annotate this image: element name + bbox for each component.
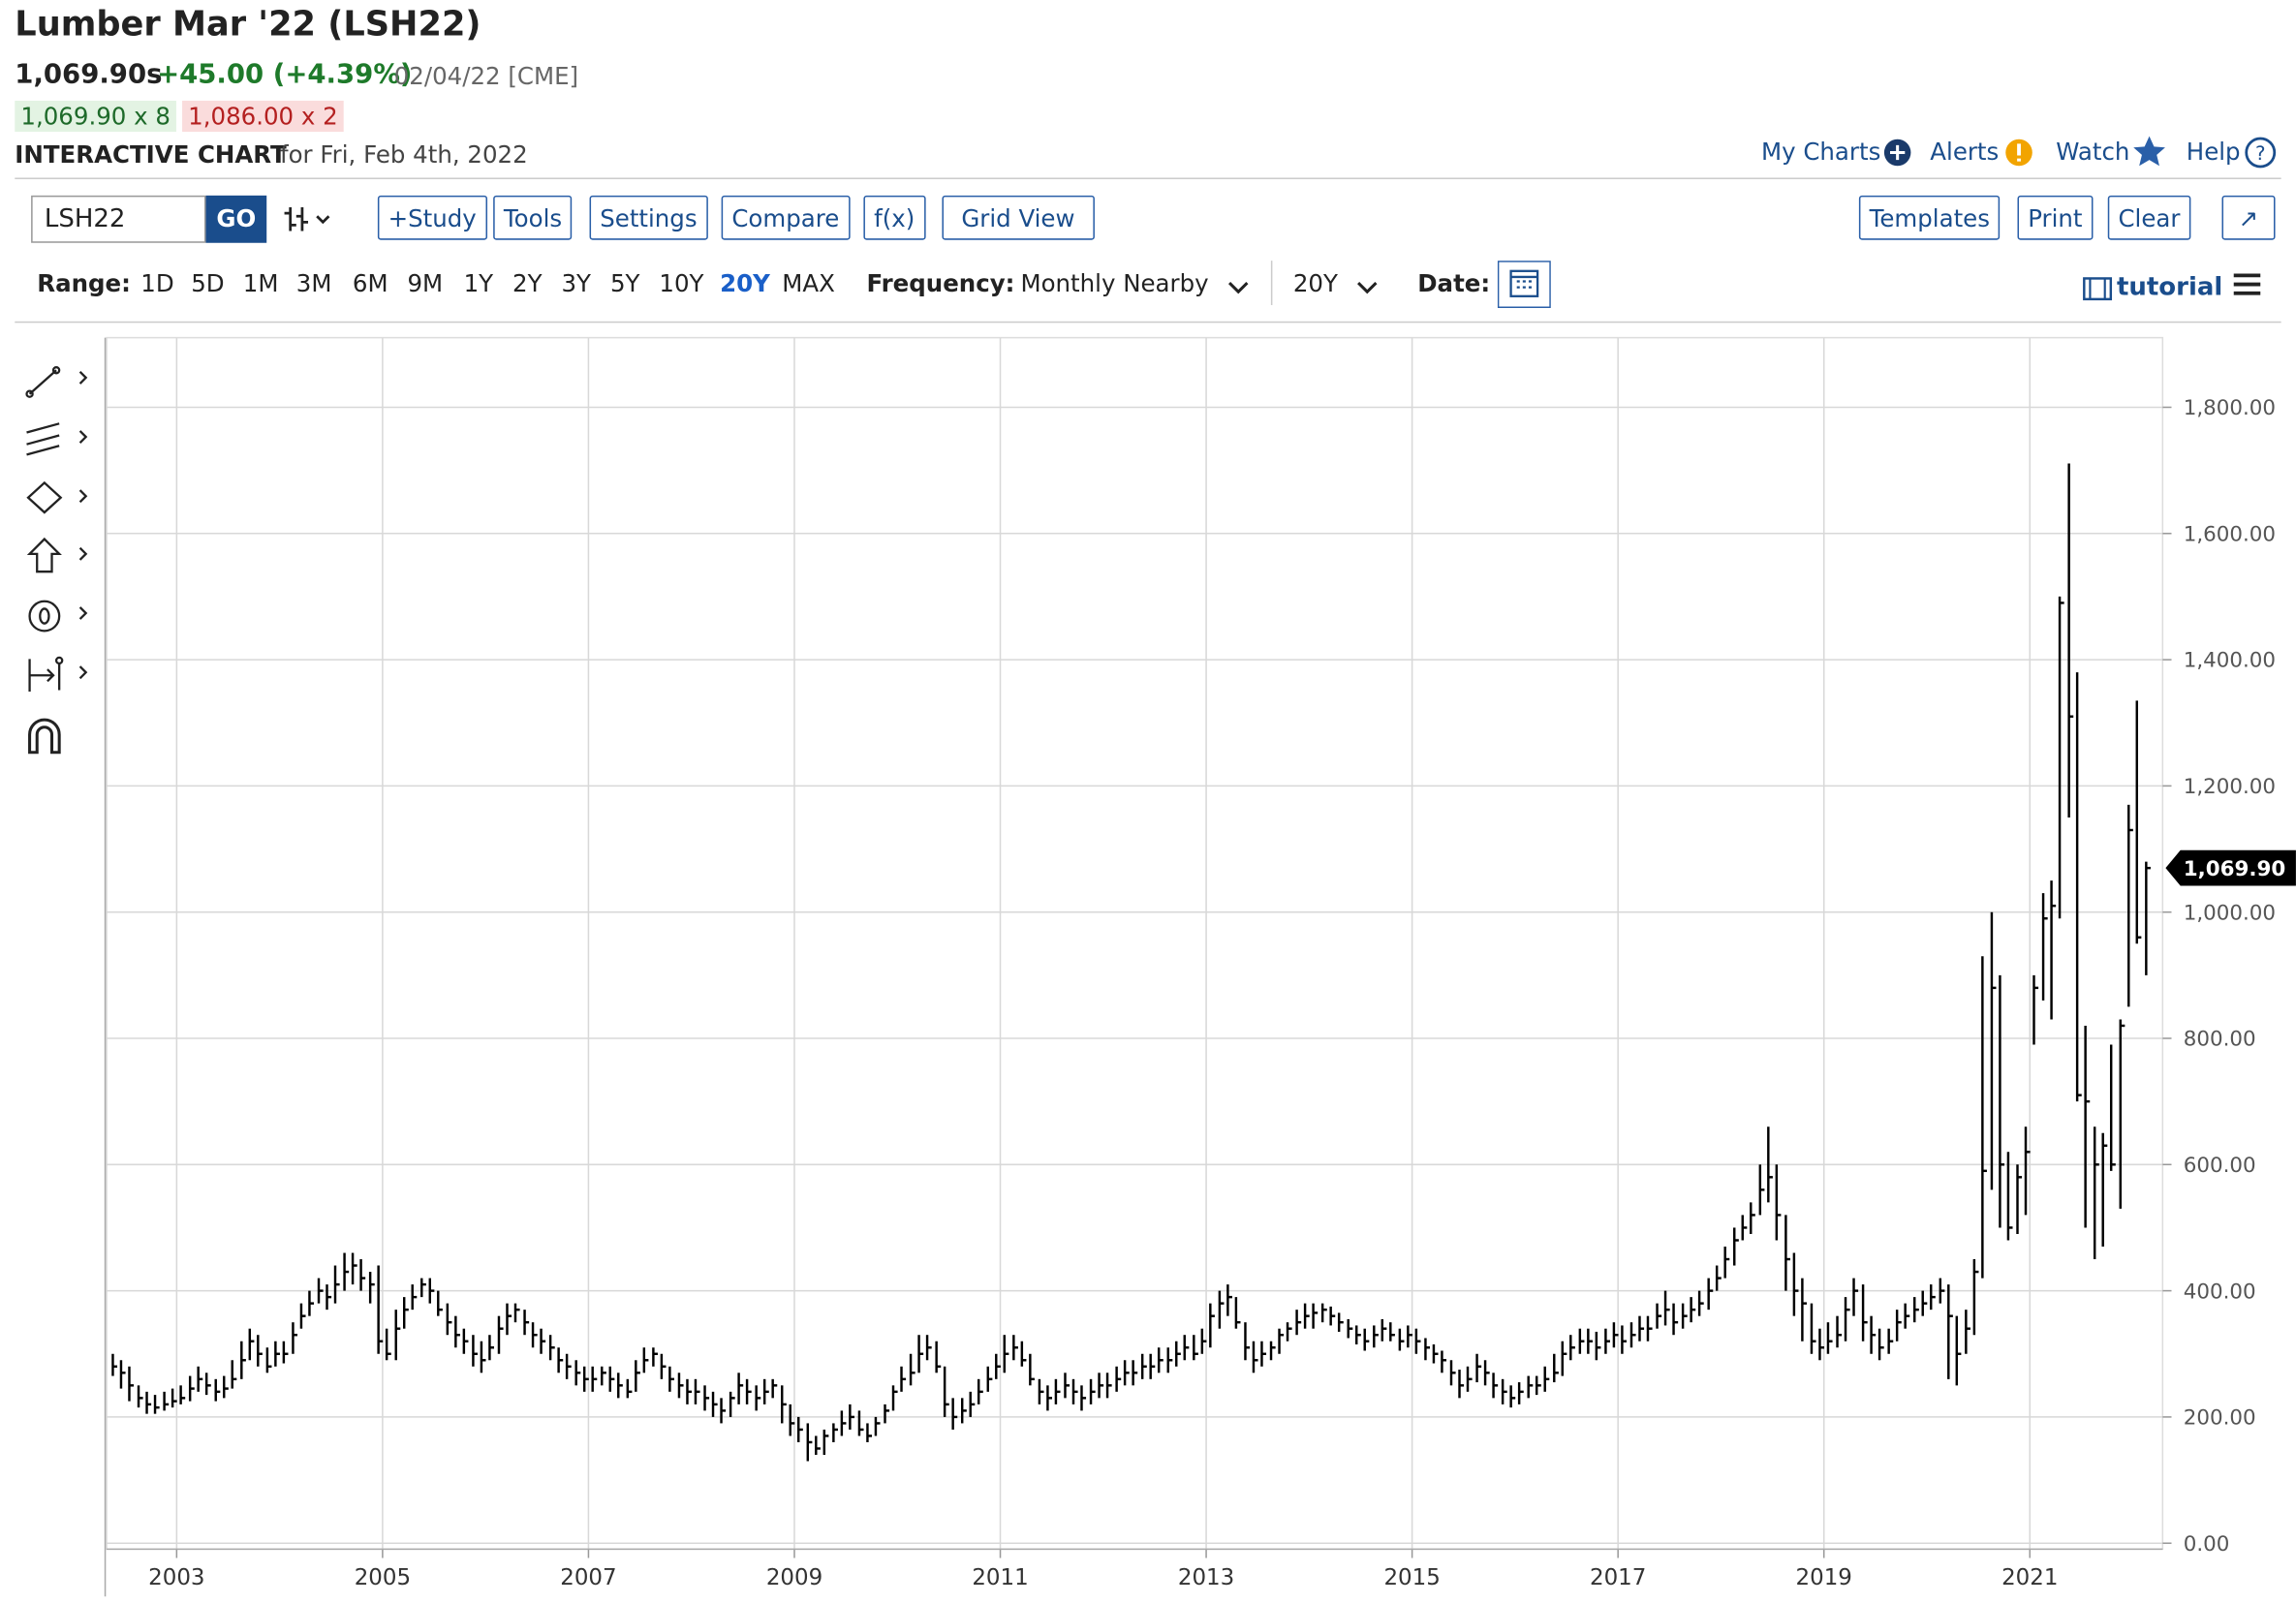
tutorial-link[interactable]: tutorial bbox=[2116, 272, 2223, 302]
tool-magnet[interactable] bbox=[28, 718, 61, 755]
x-tick-label: 2015 bbox=[1383, 1565, 1440, 1590]
toolbar-button[interactable]: Grid View bbox=[942, 195, 1095, 240]
y-tick-label: 1,000.00 bbox=[2184, 901, 2276, 925]
date-picker[interactable] bbox=[1497, 261, 1551, 309]
range-option[interactable]: 1M bbox=[242, 269, 279, 298]
y-tick-label: 1,800.00 bbox=[2184, 396, 2276, 420]
toolbar-button[interactable]: Clear bbox=[2107, 195, 2191, 240]
y-tick-label: 200.00 bbox=[2184, 1406, 2256, 1431]
last-price-label: 1,069.90 bbox=[2184, 857, 2286, 881]
y-tick-label: 1,600.00 bbox=[2184, 522, 2276, 546]
drawing-tools bbox=[25, 366, 88, 755]
range-option[interactable]: 5Y bbox=[609, 269, 640, 298]
tool-channel[interactable] bbox=[26, 422, 88, 456]
y-tick-label: 1,200.00 bbox=[2184, 775, 2276, 799]
divider bbox=[15, 177, 2281, 180]
x-tick-label: 2007 bbox=[560, 1565, 616, 1590]
x-tick-label: 2019 bbox=[1796, 1565, 1852, 1590]
tool-line[interactable] bbox=[25, 366, 88, 398]
toolbar-button[interactable]: Compare bbox=[721, 195, 851, 240]
quote-date: 02/04/22 [CME] bbox=[393, 62, 579, 91]
range-option[interactable]: 1Y bbox=[463, 269, 494, 298]
toolbar-button[interactable]: f(x) bbox=[863, 195, 926, 240]
x-tick-label: 2011 bbox=[972, 1565, 1028, 1590]
range-option[interactable]: 2Y bbox=[512, 269, 543, 298]
tool-arrow[interactable] bbox=[26, 537, 88, 573]
bid: 1,069.90 x 8 bbox=[15, 100, 177, 133]
y-tick-label: 0.00 bbox=[2184, 1532, 2230, 1557]
nav-link[interactable]: Help bbox=[2186, 138, 2241, 167]
icon bbox=[2005, 139, 2032, 167]
x-tick-label: 2003 bbox=[148, 1565, 204, 1590]
nav-link[interactable]: Alerts bbox=[1930, 138, 2000, 167]
range-option[interactable]: 10Y bbox=[659, 269, 704, 298]
x-tick-label: 2021 bbox=[2001, 1565, 2058, 1590]
range-option[interactable]: 5D bbox=[191, 269, 225, 298]
frequency-label: Frequency: bbox=[866, 269, 1015, 298]
last-price: 1,069.90s bbox=[15, 59, 163, 91]
chart: 0.00 200.00 400.00 600.00 800.00 1,000.00 1,20… bbox=[104, 336, 2296, 1597]
nav-link[interactable]: Watch bbox=[2056, 138, 2130, 167]
y-tick-label: 1,400.00 bbox=[2184, 649, 2276, 673]
chart-label: INTERACTIVE CHART bbox=[15, 140, 287, 170]
toolbar-button[interactable]: Settings bbox=[589, 195, 708, 240]
range-option[interactable]: 6M bbox=[352, 269, 388, 298]
icon bbox=[2133, 136, 2165, 167]
date-label: Date: bbox=[1417, 269, 1491, 298]
range-option[interactable]: 1D bbox=[140, 269, 174, 298]
y-tick-label: 800.00 bbox=[2184, 1028, 2256, 1052]
toolbar-button[interactable]: Tools bbox=[493, 195, 573, 240]
x-tick-label: 2009 bbox=[766, 1565, 822, 1590]
nav-link[interactable]: My Charts bbox=[1760, 138, 1881, 167]
tool-shape[interactable] bbox=[26, 480, 88, 514]
divider bbox=[15, 321, 2281, 324]
toolbar-button[interactable]: Print bbox=[2017, 195, 2094, 240]
x-tick-label: 2017 bbox=[1590, 1565, 1646, 1590]
icon bbox=[1357, 281, 1378, 294]
chart-type-menu[interactable] bbox=[282, 201, 341, 237]
ask: 1,086.00 x 2 bbox=[182, 100, 344, 133]
range-option[interactable]: 3M bbox=[295, 269, 332, 298]
svg-text:?: ? bbox=[2255, 142, 2266, 165]
separator bbox=[1270, 261, 1273, 305]
toolbar-button[interactable]: +Study bbox=[377, 195, 487, 240]
y-tick-label: 600.00 bbox=[2184, 1154, 2256, 1178]
range-option[interactable]: 20Y bbox=[720, 269, 770, 298]
y-tick-label: 400.00 bbox=[2184, 1280, 2256, 1304]
go-button[interactable]: GO bbox=[205, 195, 267, 243]
menu-button[interactable] bbox=[2231, 271, 2264, 298]
plot-area bbox=[106, 336, 2164, 1551]
tool-measure[interactable] bbox=[28, 656, 88, 693]
x-tick-label: 2013 bbox=[1178, 1565, 1234, 1590]
tool-text[interactable] bbox=[28, 600, 88, 632]
period-select[interactable]: 20Y bbox=[1292, 269, 1338, 298]
price-change: +45.00 (+4.39%) bbox=[157, 59, 413, 91]
expand-button[interactable]: ↗ bbox=[2221, 195, 2276, 240]
chart-date: for Fri, Feb 4th, 2022 bbox=[279, 140, 528, 170]
range-label: Range: bbox=[37, 269, 131, 298]
toolbar-button[interactable]: Templates bbox=[1858, 195, 2001, 240]
symbol-title: Lumber Mar '22 (LSH22) bbox=[15, 6, 481, 45]
icon bbox=[1883, 139, 1911, 167]
x-tick-label: 2005 bbox=[355, 1565, 411, 1590]
range-option[interactable]: 3Y bbox=[561, 269, 591, 298]
icon bbox=[1227, 281, 1249, 294]
icon bbox=[2083, 277, 2113, 301]
icon: ? bbox=[2245, 137, 2277, 169]
frequency-select[interactable]: Monthly Nearby bbox=[1020, 269, 1209, 298]
last-price-marker bbox=[2165, 849, 2296, 886]
symbol-input[interactable]: LSH22 bbox=[31, 195, 206, 243]
range-option[interactable]: MAX bbox=[782, 269, 835, 298]
range-option[interactable]: 9M bbox=[407, 269, 444, 298]
